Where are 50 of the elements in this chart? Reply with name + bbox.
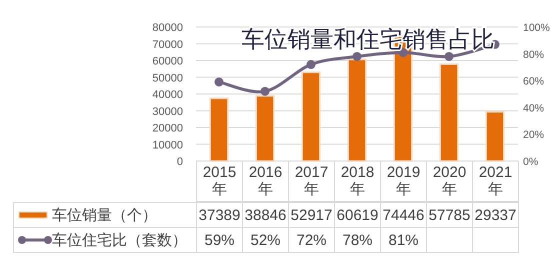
point [306, 60, 316, 70]
y-tick-label: 30000 [152, 106, 183, 118]
data-label: 52917 [288, 202, 335, 228]
data-label: 37389 [196, 202, 243, 228]
chart-title: 车位销量和住宅销售占比 [242, 27, 494, 53]
x-tick-label: 2018年 [334, 161, 381, 202]
bar [348, 58, 366, 162]
x-tick-label: 2015年 [196, 161, 243, 202]
bar [256, 95, 274, 162]
x-tick-label: 2021年 [472, 161, 519, 202]
table-cell: 车位销量（个） [13, 202, 197, 228]
y2-tick-label: 60% [523, 76, 544, 88]
bar [440, 63, 458, 162]
data-label: 81% [380, 227, 427, 253]
data-label: 74446 [380, 202, 427, 228]
data-label: 59% [196, 227, 243, 253]
y2-tick-label: 20% [523, 129, 544, 142]
x-tick-label: 2019年 [380, 161, 427, 202]
x-tick-label: 2017年 [288, 161, 335, 202]
bar [210, 98, 228, 162]
data-label: 78% [334, 227, 381, 253]
point [260, 86, 270, 96]
y2-tick-label: 80% [523, 48, 544, 61]
table-cell: 车位住宅比（套数） [13, 227, 197, 253]
legend-label: 车位住宅比（套数） [52, 232, 187, 248]
point [352, 52, 362, 61]
x-tick-label: 2016年 [242, 161, 289, 202]
data-label: 29337 [472, 202, 519, 228]
y2-tick-label: 0% [523, 156, 538, 168]
y-tick-label: 60000 [152, 56, 183, 68]
y2-tick-label: 40% [523, 102, 544, 114]
y-tick-label: 40000 [152, 89, 183, 101]
y-tick-label: 70000 [152, 38, 183, 51]
x-tick-label: 2020年 [426, 161, 473, 202]
data-label: 72% [288, 227, 335, 253]
bar [486, 111, 504, 162]
y-tick-label: 20000 [152, 122, 183, 134]
data-label: 60619 [334, 202, 381, 228]
point [444, 52, 454, 61]
bar [302, 72, 320, 162]
y-tick-label: 80000 [152, 22, 183, 34]
data-label: 38846 [242, 202, 289, 228]
y-tick-label: 0 [176, 156, 183, 168]
point [214, 77, 224, 86]
data-label: 52% [242, 227, 289, 253]
y-tick-label: 10000 [152, 139, 183, 152]
y-tick-label: 50000 [152, 72, 183, 84]
legend-label: 车位销量（个） [52, 206, 157, 224]
y2-tick-label: 100% [523, 22, 550, 34]
data-label: 57785 [426, 202, 473, 228]
